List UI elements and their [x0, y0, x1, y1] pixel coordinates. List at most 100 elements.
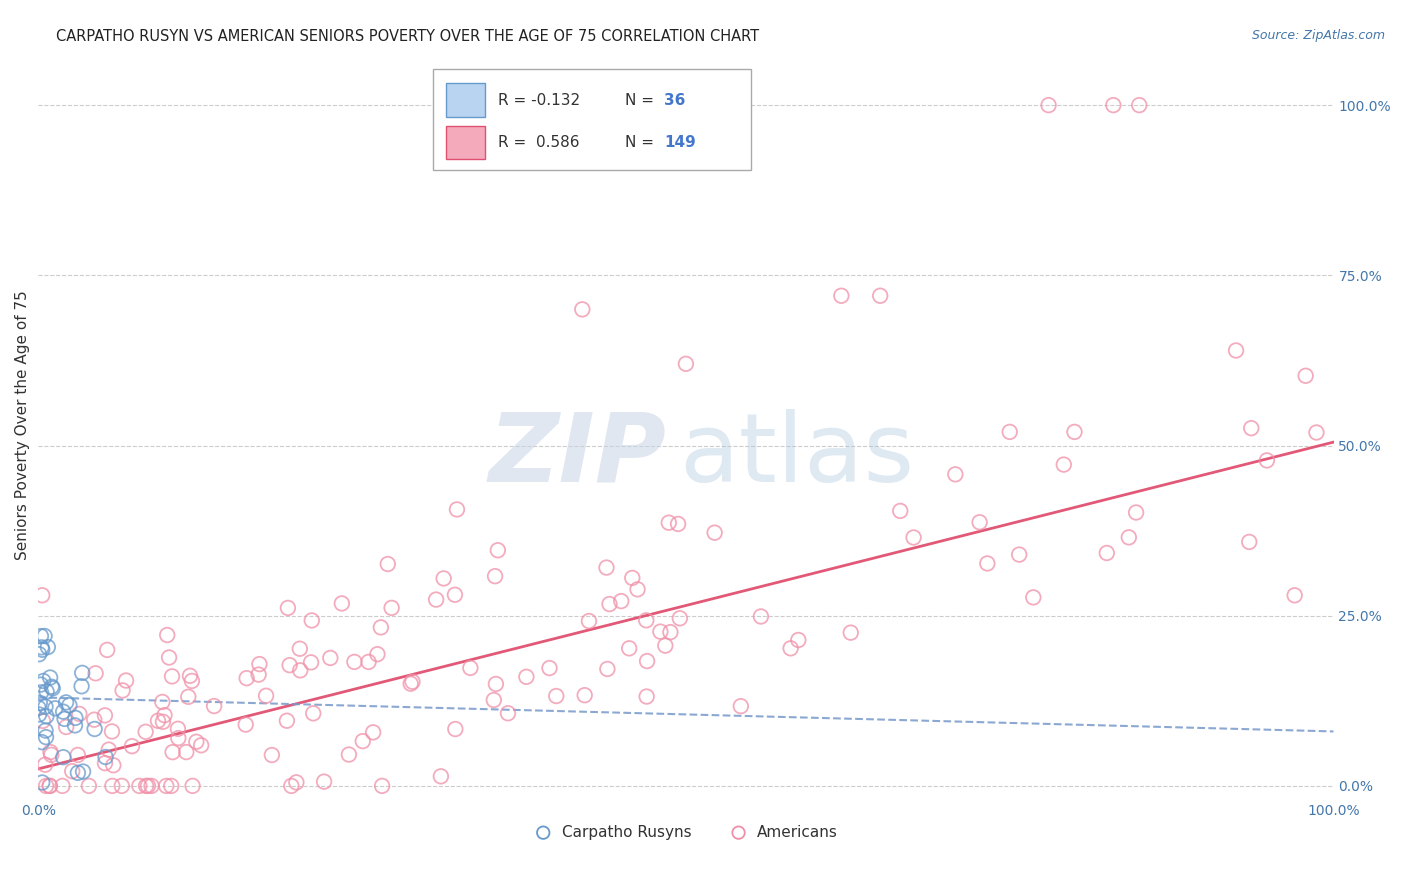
Point	[277, 601, 299, 615]
Text: R = -0.132: R = -0.132	[498, 93, 581, 108]
Point	[181, 779, 204, 793]
Point	[460, 661, 482, 675]
Bar	[446, 126, 485, 160]
Point	[381, 600, 404, 615]
Point	[30, 685, 52, 699]
Point	[52, 750, 75, 764]
Point	[101, 724, 124, 739]
Point	[596, 662, 619, 676]
Point	[153, 708, 176, 723]
Point	[202, 699, 225, 714]
Point	[70, 679, 93, 693]
Point	[515, 670, 537, 684]
Point	[969, 515, 991, 529]
Point	[302, 706, 325, 721]
Point	[30, 629, 52, 643]
Point	[34, 699, 56, 714]
Bar	[446, 83, 485, 117]
Point	[249, 657, 271, 672]
Text: Source: ZipAtlas.com: Source: ZipAtlas.com	[1251, 29, 1385, 42]
Point	[103, 758, 125, 772]
Point	[156, 628, 179, 642]
Point	[658, 516, 681, 530]
Point	[84, 666, 107, 681]
Point	[28, 647, 51, 661]
Point	[31, 714, 53, 728]
Point	[58, 698, 80, 713]
Point	[889, 504, 911, 518]
Point	[319, 651, 342, 665]
Point	[83, 713, 105, 727]
Text: 149: 149	[664, 136, 696, 150]
Point	[30, 677, 52, 691]
Point	[235, 671, 257, 685]
Point	[96, 643, 118, 657]
Point	[485, 677, 508, 691]
Point	[31, 735, 53, 749]
Point	[366, 647, 388, 661]
Point	[67, 706, 90, 721]
Point	[260, 747, 283, 762]
Legend: Carpatho Rusyns, Americans: Carpatho Rusyns, Americans	[529, 819, 844, 846]
Point	[675, 357, 697, 371]
Point	[31, 775, 53, 789]
Point	[52, 705, 75, 719]
Point	[486, 543, 509, 558]
Point	[66, 747, 89, 762]
Point	[659, 625, 682, 640]
Point	[190, 739, 212, 753]
Point	[1225, 343, 1247, 358]
Point	[1128, 98, 1150, 112]
Point	[619, 641, 641, 656]
Point	[247, 667, 270, 681]
Point	[111, 779, 134, 793]
Point	[157, 650, 180, 665]
Point	[51, 779, 73, 793]
Point	[330, 596, 353, 610]
Text: N =: N =	[626, 93, 659, 108]
Point	[546, 689, 568, 703]
Point	[83, 722, 105, 736]
Point	[179, 669, 201, 683]
Point	[155, 779, 177, 793]
Point	[44, 701, 66, 715]
Point	[31, 640, 53, 655]
Point	[444, 588, 467, 602]
Point	[39, 779, 62, 793]
Point	[703, 525, 725, 540]
Point	[595, 560, 617, 574]
Point	[976, 557, 998, 571]
Point	[621, 571, 644, 585]
Point	[669, 611, 692, 625]
Point	[35, 779, 58, 793]
Point	[654, 639, 676, 653]
Point	[60, 764, 83, 779]
Point	[998, 425, 1021, 439]
Point	[1295, 368, 1317, 383]
Point	[787, 632, 810, 647]
Point	[377, 557, 399, 571]
Text: ZIP: ZIP	[489, 409, 666, 501]
Point	[830, 289, 852, 303]
Point	[35, 684, 58, 698]
Point	[599, 597, 621, 611]
Point	[370, 620, 392, 634]
Point	[278, 658, 301, 673]
Point	[167, 722, 190, 736]
Point	[357, 655, 380, 669]
Point	[446, 502, 468, 516]
Point	[31, 588, 53, 602]
Point	[482, 693, 505, 707]
Point	[430, 769, 453, 783]
Point	[94, 750, 117, 764]
Point	[72, 764, 94, 779]
Point	[574, 688, 596, 702]
Point	[55, 695, 77, 709]
Point	[111, 683, 134, 698]
Point	[288, 641, 311, 656]
Point	[39, 747, 62, 762]
Point	[146, 714, 169, 728]
Point	[35, 709, 58, 723]
Point	[121, 739, 143, 754]
Point	[903, 531, 925, 545]
